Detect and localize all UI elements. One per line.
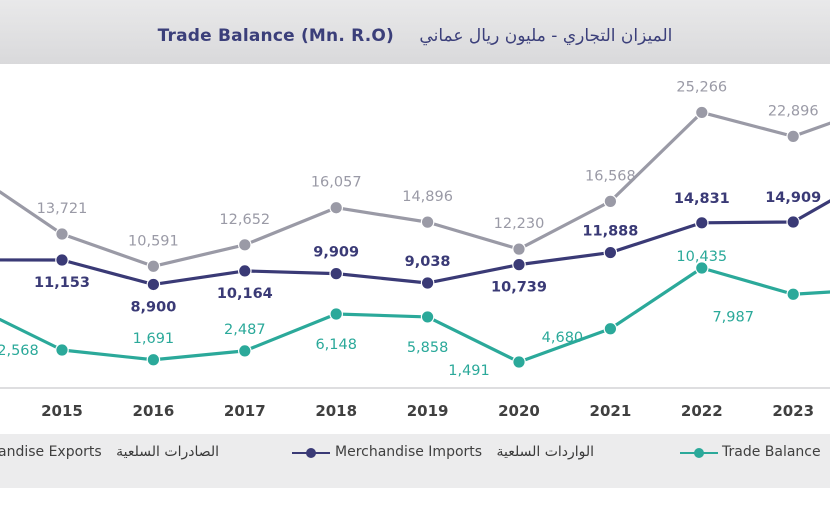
point-balance-2023 bbox=[786, 287, 800, 302]
legend-balance-dot bbox=[694, 448, 704, 458]
legend-balance-english: Trade Balance bbox=[722, 444, 821, 460]
x-tick-2019: 2019 bbox=[407, 402, 449, 420]
data-label-exports-2017: 12,652 bbox=[219, 212, 270, 228]
title-band: Trade Balance (Mn. R.O) الميزان التجاري … bbox=[0, 0, 830, 64]
data-label-balance-2022: 10,435 bbox=[676, 249, 727, 265]
legend-imports-arabic: الواردات السلعية bbox=[496, 444, 595, 460]
data-label-exports-2022: 25,266 bbox=[676, 79, 727, 95]
data-label-balance-2018: 6,148 bbox=[315, 337, 357, 353]
data-label-balance-2021: 4,680 bbox=[542, 330, 584, 346]
point-exports-2019 bbox=[420, 215, 435, 229]
data-label-exports-2015: 13,721 bbox=[37, 201, 88, 217]
legend-imports-english: Merchandise Imports bbox=[335, 444, 483, 460]
legend-imports: Merchandise Imports الواردات السلعية bbox=[335, 444, 594, 462]
point-exports-2018 bbox=[329, 200, 343, 215]
data-label-balance-2019: 5,858 bbox=[407, 340, 449, 356]
x-tick-2015: 2015 bbox=[41, 402, 83, 420]
point-balance-2021 bbox=[603, 321, 618, 336]
point-balance-2019 bbox=[420, 310, 435, 324]
data-label-imports-2017: 10,164 bbox=[217, 286, 273, 302]
chart-title-english: Trade Balance (Mn. R.O) bbox=[157, 26, 395, 46]
data-label-exports-2020: 12,230 bbox=[494, 216, 545, 232]
chart-title-arabic: الميزان التجاري - مليون ريال عماني bbox=[419, 26, 673, 46]
point-imports-2022 bbox=[694, 215, 709, 230]
point-balance-2017 bbox=[238, 344, 252, 358]
data-label-imports-2015: 11,153 bbox=[34, 275, 90, 291]
legend-exports-arabic: الصادرات السلعية bbox=[116, 444, 220, 460]
data-label-exports-2019: 14,896 bbox=[402, 189, 453, 205]
point-imports-2016 bbox=[146, 277, 161, 292]
legend-band bbox=[0, 434, 830, 488]
data-label-balance-2017: 2,487 bbox=[224, 322, 266, 338]
point-imports-2023 bbox=[786, 215, 800, 229]
data-label-imports-2016: 8,900 bbox=[130, 299, 176, 315]
x-tick-2023: 2023 bbox=[772, 402, 814, 420]
data-label-exports-2016: 10,591 bbox=[128, 233, 179, 249]
x-tick-2020: 2020 bbox=[498, 402, 540, 420]
data-label-balance-2023: 7,987 bbox=[712, 309, 754, 325]
legend-exports: andise Exports الصادرات السلعية bbox=[0, 444, 219, 462]
x-tick-2016: 2016 bbox=[133, 402, 175, 420]
data-label-imports-2022: 14,831 bbox=[674, 191, 730, 207]
point-balance-2018 bbox=[329, 307, 343, 321]
data-label-imports-2019: 9,038 bbox=[405, 254, 451, 270]
data-label-imports-2018: 9,909 bbox=[313, 245, 359, 261]
point-imports-2015 bbox=[55, 253, 69, 267]
data-label-balance-2020: 1,491 bbox=[448, 363, 490, 379]
x-tick-2022: 2022 bbox=[681, 402, 723, 420]
data-label-exports-2023: 22,896 bbox=[768, 103, 819, 119]
point-imports-2019 bbox=[420, 276, 435, 290]
point-exports-2015 bbox=[55, 227, 69, 241]
data-label-exports-2021: 16,568 bbox=[585, 168, 636, 184]
point-exports-2020 bbox=[512, 242, 526, 256]
data-label-imports-2023: 14,909 bbox=[765, 190, 821, 206]
x-tick-2021: 2021 bbox=[590, 402, 632, 420]
data-label-imports-2021: 11,888 bbox=[582, 224, 638, 240]
data-label-balance-2015: 2,568 bbox=[0, 343, 39, 359]
data-label-balance-2016: 1,691 bbox=[133, 331, 175, 347]
point-balance-2015 bbox=[55, 343, 69, 357]
chart-title: Trade Balance (Mn. R.O) الميزان التجاري … bbox=[0, 26, 830, 46]
line-chart: 13,721 10,591 12,652 16,057 14,896 12,230 16,5… bbox=[0, 79, 830, 420]
legend-exports-english: andise Exports bbox=[0, 444, 102, 460]
point-exports-2017 bbox=[238, 238, 252, 252]
point-exports-2023 bbox=[786, 129, 800, 144]
legend-imports-dot bbox=[306, 448, 316, 458]
x-tick-2017: 2017 bbox=[224, 402, 266, 420]
point-balance-2016 bbox=[146, 352, 161, 367]
point-exports-2016 bbox=[146, 259, 161, 274]
x-tick-2018: 2018 bbox=[315, 402, 357, 420]
point-imports-2021 bbox=[603, 245, 618, 260]
point-exports-2022 bbox=[694, 105, 709, 120]
point-balance-2022 bbox=[694, 261, 709, 275]
point-imports-2017 bbox=[238, 264, 252, 278]
point-balance-2020 bbox=[512, 355, 526, 369]
data-label-imports-2020: 10,739 bbox=[491, 280, 547, 296]
legend-balance: Trade Balance bbox=[722, 444, 821, 462]
point-imports-2020 bbox=[512, 257, 526, 272]
data-label-exports-2018: 16,057 bbox=[311, 175, 362, 191]
point-imports-2018 bbox=[329, 266, 343, 281]
point-exports-2021 bbox=[603, 194, 618, 209]
